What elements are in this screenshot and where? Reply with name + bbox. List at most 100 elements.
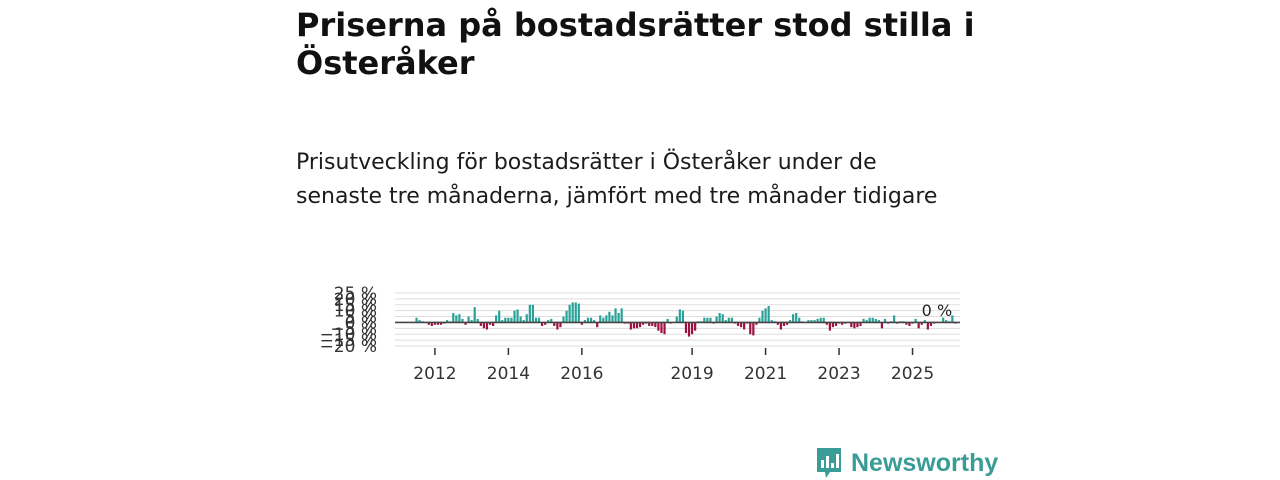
bar — [951, 315, 954, 323]
bar — [690, 322, 694, 335]
bar — [822, 317, 825, 323]
bar — [917, 322, 920, 329]
grid-layer — [395, 292, 960, 347]
bar — [528, 304, 531, 323]
bar — [945, 320, 948, 323]
bar — [574, 302, 577, 323]
bar — [632, 322, 636, 329]
bar — [706, 317, 709, 323]
bar-series — [415, 302, 957, 337]
bar — [568, 304, 571, 323]
bar — [825, 322, 828, 325]
bar — [792, 314, 795, 323]
bar — [642, 322, 645, 325]
bar — [718, 313, 721, 323]
bar — [586, 317, 590, 323]
bar — [810, 320, 813, 323]
bar — [785, 322, 789, 325]
bar — [841, 322, 844, 325]
x-tick-label: 2016 — [560, 364, 603, 384]
bar — [593, 320, 596, 323]
bar — [874, 318, 877, 323]
bar — [433, 322, 436, 325]
bar — [418, 320, 421, 323]
y-tick-label: 0 % — [345, 313, 377, 333]
bar — [415, 317, 418, 323]
bar — [455, 315, 458, 323]
bar — [923, 320, 926, 323]
bar — [816, 318, 819, 323]
bar — [452, 313, 455, 323]
bar — [721, 314, 724, 323]
bar — [501, 320, 504, 323]
bar — [828, 322, 831, 331]
bar — [467, 316, 470, 323]
bar — [436, 322, 440, 325]
bar — [743, 322, 746, 330]
bar — [519, 316, 522, 323]
bar — [739, 322, 743, 328]
bar — [883, 318, 887, 323]
bar — [507, 317, 510, 323]
bar — [914, 318, 917, 323]
bar — [694, 322, 697, 331]
bar — [485, 322, 489, 330]
bar — [571, 302, 574, 323]
bar — [537, 317, 541, 323]
bar — [513, 310, 516, 323]
bar — [865, 320, 868, 323]
bar — [752, 322, 755, 336]
bar — [877, 320, 880, 323]
bar — [550, 318, 553, 323]
bar — [666, 318, 669, 323]
x-tick-label: 2014 — [487, 364, 530, 384]
x-tick-label: 2023 — [817, 364, 860, 384]
bar — [942, 317, 945, 323]
bar — [687, 322, 691, 337]
bar — [544, 322, 547, 325]
bar — [779, 322, 782, 330]
bar — [516, 309, 519, 323]
bar — [831, 322, 835, 328]
bar — [850, 322, 853, 328]
bar — [608, 311, 611, 323]
bar — [868, 317, 871, 323]
bar — [834, 322, 838, 326]
y-tick-label: 5 % — [345, 308, 377, 328]
bar — [446, 320, 449, 323]
bar — [464, 322, 467, 325]
bar — [755, 322, 758, 325]
bar — [614, 308, 617, 323]
bar — [504, 317, 507, 323]
bar — [562, 316, 565, 323]
bar — [482, 322, 485, 329]
bar — [678, 309, 681, 323]
newsworthy-icon — [817, 448, 841, 478]
bar — [556, 322, 559, 330]
bar — [807, 320, 810, 323]
bar — [430, 322, 433, 326]
bar — [577, 303, 580, 323]
bar — [920, 322, 923, 325]
bar — [559, 322, 562, 328]
y-tick-label: 25 % — [334, 284, 377, 304]
bar — [764, 308, 767, 323]
bar — [635, 322, 639, 329]
bar — [663, 322, 666, 335]
chart-title: Priserna på bostadsrätter stod stilla i … — [296, 6, 975, 82]
bar — [427, 322, 430, 325]
bar — [798, 317, 801, 323]
bar — [439, 322, 443, 325]
bar — [660, 322, 663, 334]
bar — [767, 305, 770, 323]
bar — [715, 316, 718, 323]
bar — [488, 322, 492, 325]
bar — [871, 317, 874, 323]
bar — [926, 322, 929, 330]
bar — [458, 314, 461, 323]
y-tick-label: −5 % — [330, 319, 377, 339]
bar — [788, 320, 792, 323]
bar — [703, 317, 706, 323]
bar — [761, 310, 764, 323]
y-tick-label: −20 % — [320, 337, 377, 357]
